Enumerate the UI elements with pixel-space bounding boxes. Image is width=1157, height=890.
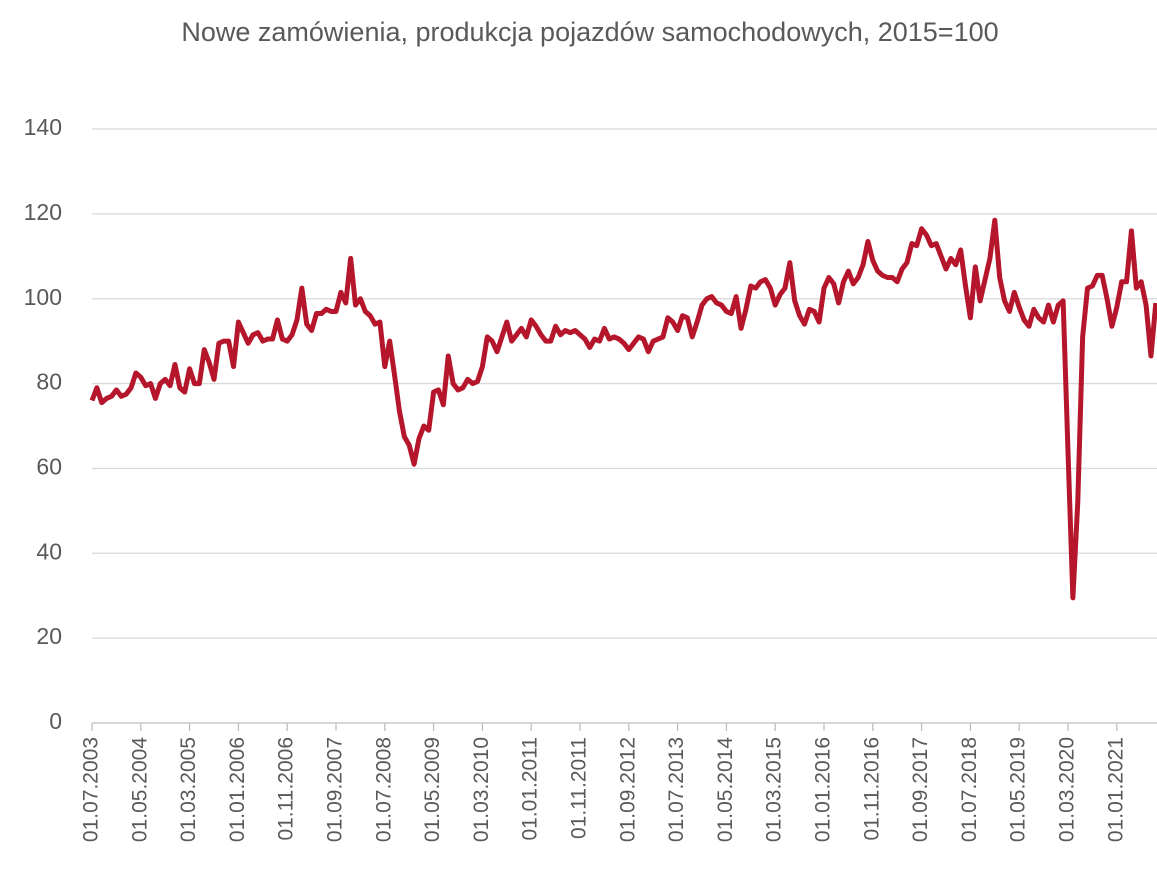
y-tick-label: 120 bbox=[24, 199, 62, 225]
x-tick-label: 01.07.2018 bbox=[958, 737, 981, 842]
x-tick-label: 01.01.2011 bbox=[519, 737, 542, 841]
x-tick-label: 01.01.2016 bbox=[812, 737, 835, 842]
x-tick-label: 01.05.2014 bbox=[714, 737, 737, 842]
y-tick-label: 40 bbox=[36, 538, 62, 564]
x-tick-label: 01.01.2006 bbox=[226, 737, 249, 842]
x-tick-label: 01.11.2016 bbox=[860, 737, 883, 841]
x-tick-label: 01.03.2005 bbox=[177, 737, 200, 842]
chart-title: Nowe zamówienia, produkcja pojazdów samo… bbox=[181, 17, 999, 47]
x-tick-label: 01.09.2012 bbox=[616, 737, 639, 842]
y-tick-label: 100 bbox=[24, 284, 62, 310]
x-tick-label: 01.03.2015 bbox=[763, 737, 786, 842]
x-tick-label: 01.07.2008 bbox=[372, 737, 395, 842]
x-tick-label: 01.03.2010 bbox=[470, 737, 493, 842]
x-tick-label: 01.07.2003 bbox=[80, 737, 103, 842]
y-tick-label: 20 bbox=[36, 623, 62, 649]
x-tick-label: 01.05.2019 bbox=[1007, 737, 1030, 842]
x-tick-label: 01.03.2020 bbox=[1056, 737, 1079, 842]
x-tick-label: 01.01.2021 bbox=[1104, 737, 1127, 842]
x-tick-label: 01.09.2007 bbox=[324, 737, 347, 842]
y-tick-label: 140 bbox=[24, 114, 62, 140]
x-tick-label: 01.11.2011 bbox=[568, 737, 591, 839]
y-tick-label: 0 bbox=[49, 708, 62, 734]
x-tick-label: 01.07.2013 bbox=[665, 737, 688, 842]
y-tick-label: 60 bbox=[36, 454, 62, 480]
x-tick-label: 01.11.2006 bbox=[275, 737, 298, 841]
y-tick-label: 80 bbox=[36, 369, 62, 395]
x-tick-label: 01.09.2017 bbox=[909, 737, 932, 842]
x-tick-label: 01.05.2004 bbox=[128, 737, 151, 842]
data-line bbox=[89, 217, 1157, 601]
x-tick-label: 01.05.2009 bbox=[421, 737, 444, 842]
